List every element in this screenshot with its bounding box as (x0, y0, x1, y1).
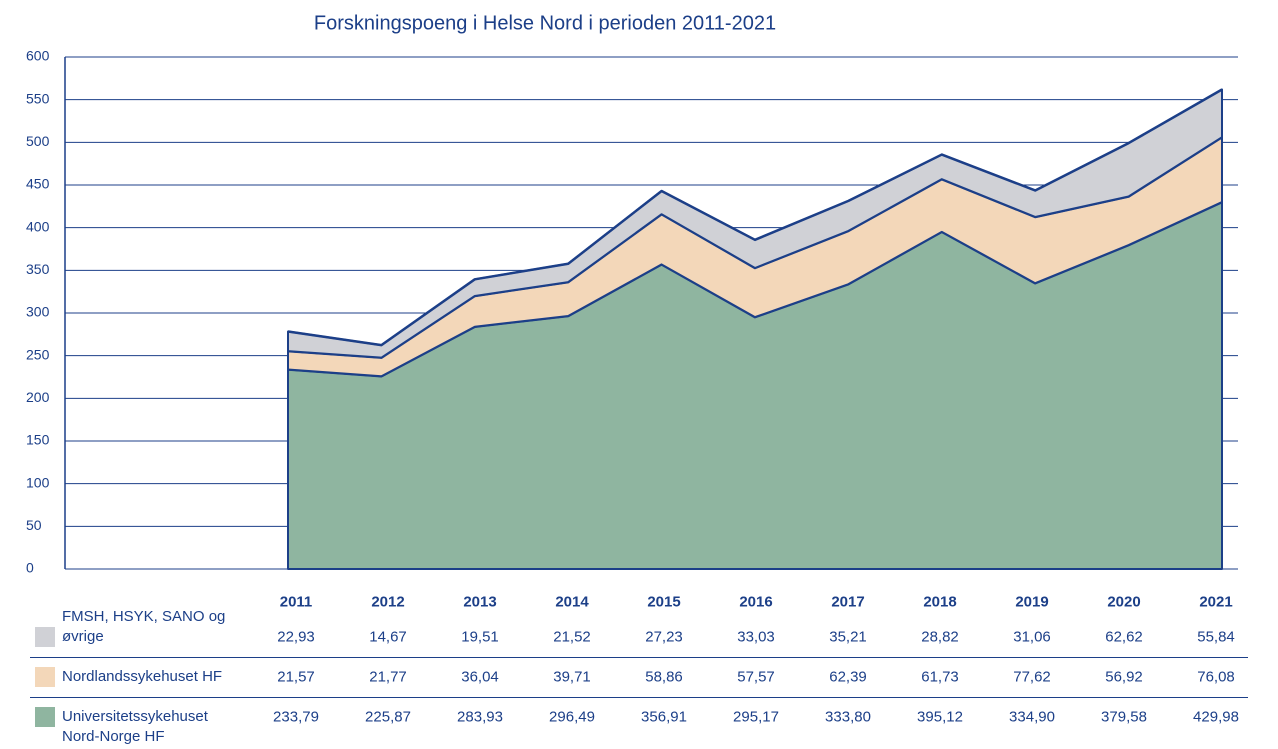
data-label: 31,06 (1013, 628, 1051, 646)
table-rule (30, 657, 1248, 658)
data-label: 356,91 (641, 708, 687, 726)
data-label: 429,98 (1193, 708, 1239, 726)
x-tick-label: 2012 (371, 593, 405, 611)
data-label: 21,77 (369, 668, 407, 686)
data-label: 334,90 (1009, 708, 1055, 726)
x-tick-label: 2021 (1199, 593, 1233, 611)
data-label: 295,17 (733, 708, 779, 726)
data-label: 283,93 (457, 708, 503, 726)
x-tick-label: 2016 (739, 593, 773, 611)
y-tick-label: 0 (26, 560, 34, 576)
data-label: 21,57 (277, 668, 315, 686)
y-tick-label: 150 (26, 432, 50, 448)
y-tick-label: 350 (26, 261, 50, 277)
data-label: 395,12 (917, 708, 963, 726)
data-label: 55,84 (1197, 628, 1235, 646)
data-label: 61,73 (921, 668, 959, 686)
y-tick-label: 50 (26, 517, 42, 533)
data-label: 21,52 (553, 628, 591, 646)
data-label: 62,62 (1105, 628, 1143, 646)
x-tick-label: 2020 (1107, 593, 1141, 611)
data-label: 233,79 (273, 708, 319, 726)
data-label: 19,51 (461, 628, 499, 646)
data-label: 22,93 (277, 628, 315, 646)
y-tick-label: 450 (26, 176, 50, 192)
data-label: 28,82 (921, 628, 959, 646)
area-line (287, 88, 1223, 347)
data-label: 225,87 (365, 708, 411, 726)
data-label: 27,23 (645, 628, 683, 646)
legend-swatch (35, 627, 55, 647)
data-label: 33,03 (737, 628, 775, 646)
table-rule (30, 697, 1248, 698)
y-tick-label: 100 (26, 474, 50, 490)
y-tick-label: 550 (26, 90, 50, 106)
data-label: 333,80 (825, 708, 871, 726)
legend-label: Universitetssykehuset Nord-Norge HF (62, 708, 208, 745)
x-tick-label: 2017 (831, 593, 865, 611)
data-label: 36,04 (461, 668, 499, 686)
data-label: 379,58 (1101, 708, 1147, 726)
data-label: 57,57 (737, 668, 775, 686)
data-label: 76,08 (1197, 668, 1235, 686)
data-label: 14,67 (369, 628, 407, 646)
data-label: 58,86 (645, 668, 683, 686)
legend-label: FMSH, HSYK, SANO og øvrige (62, 608, 226, 645)
y-tick-label: 600 (26, 48, 50, 64)
legend-swatch (35, 707, 55, 727)
chart-title: Forskningspoeng i Helse Nord i perioden … (314, 12, 776, 34)
x-tick-label: 2011 (279, 593, 313, 611)
x-tick-label: 2018 (923, 593, 957, 611)
y-tick-label: 500 (26, 133, 50, 149)
x-tick-label: 2013 (463, 593, 497, 611)
legend-swatch (35, 667, 55, 687)
y-tick-label: 200 (26, 389, 50, 405)
data-label: 62,39 (829, 668, 867, 686)
x-tick-label: 2015 (647, 593, 681, 611)
data-label: 296,49 (549, 708, 595, 726)
data-label: 35,21 (829, 628, 867, 646)
data-label: 77,62 (1013, 668, 1051, 686)
data-label: 39,71 (553, 668, 591, 686)
y-tick-label: 300 (26, 304, 50, 320)
y-tick-label: 250 (26, 346, 50, 362)
x-tick-label: 2019 (1015, 593, 1049, 611)
x-tick-label: 2014 (555, 593, 589, 611)
data-label: 56,92 (1105, 668, 1143, 686)
y-tick-label: 400 (26, 218, 50, 234)
legend-label: Nordlandssykehuset HF (62, 668, 223, 685)
